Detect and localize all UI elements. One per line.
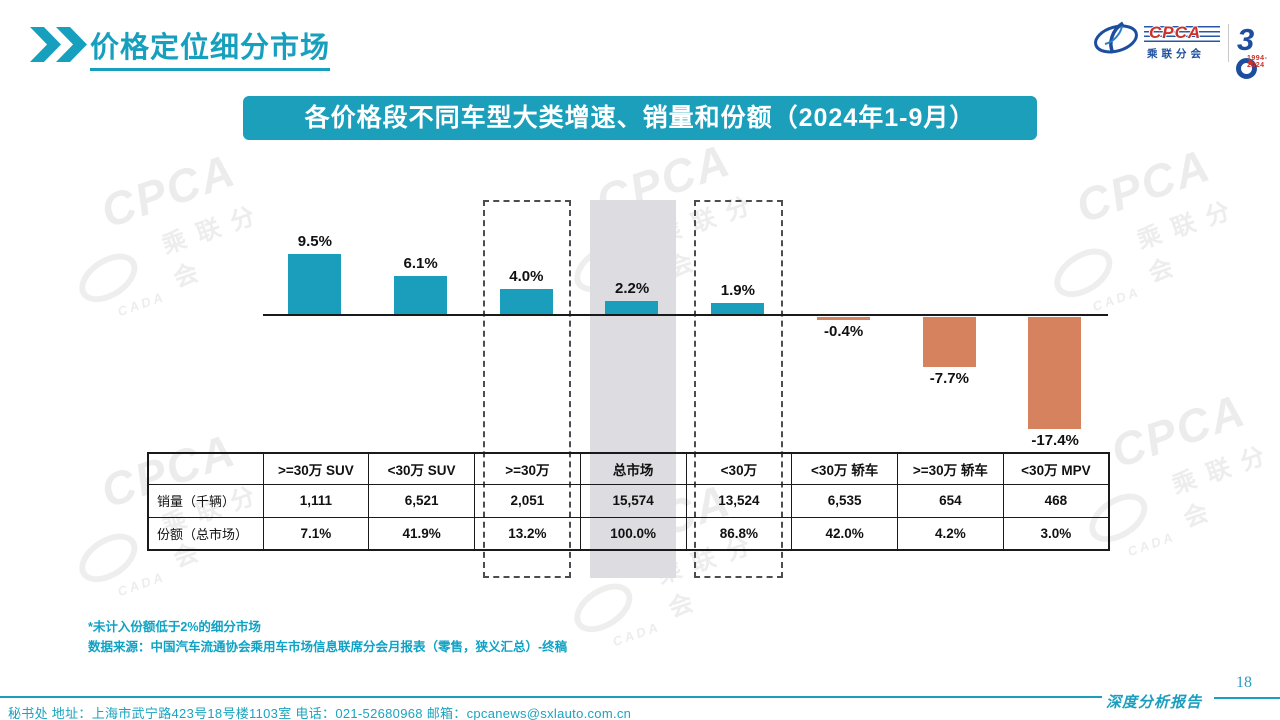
cpca-emblem-icon: [1094, 21, 1138, 54]
bar-value-label: 9.5%: [297, 232, 332, 250]
table-cell: 42.0%: [791, 516, 898, 551]
chart-slot-1: 6.1%: [368, 200, 474, 578]
footer-divider: [1214, 697, 1280, 699]
chart-slot-6: -7.7%: [897, 200, 1003, 578]
chart-slot-7: -17.4%: [1002, 200, 1108, 578]
table-cell: 13.2%: [474, 516, 581, 551]
bar-<30万: [711, 302, 764, 315]
table-corner-cell: [147, 452, 264, 485]
bar->=30万 轿车: [922, 317, 976, 367]
footer-divider: [0, 696, 1102, 698]
logo-cpca-text: CPCA: [1149, 23, 1202, 42]
bar-value-label: -17.4%: [1031, 432, 1079, 450]
watermark-text: CPCA: [1104, 383, 1253, 478]
table-cell: 6,535: [791, 483, 898, 518]
anniversary-digit: 3: [1237, 22, 1255, 57]
bar-value-label: -7.7%: [929, 369, 969, 387]
anniversary-ring-icon: [1236, 58, 1257, 79]
table-cell: 3.0%: [1002, 516, 1110, 551]
anniversary-30-logo: 3 1994-2024: [1236, 22, 1272, 90]
watermark-text: CADA: [610, 618, 663, 650]
table-header-cell: >=30万 SUV: [262, 452, 370, 485]
table-cell: 7.1%: [262, 516, 370, 551]
chart-slot-0: 9.5%: [262, 200, 368, 578]
bar-<30万 MPV: [1028, 317, 1082, 430]
table-cell: 13,524: [685, 483, 793, 518]
chart-slot-2: 4.0%: [474, 200, 580, 578]
table-row: 销量（千辆） 1,111 6,521 2,051 15,574 13,524 6,535 65…: [147, 483, 1110, 518]
report-label: 深度分析报告: [1106, 695, 1203, 711]
chart-zero-axis: [263, 314, 1108, 316]
table-cell: 100.0%: [579, 516, 687, 551]
highlight-dashed-box: [482, 200, 572, 578]
table-header-cell: <30万: [685, 452, 793, 485]
table-header-cell: >=30万: [474, 452, 581, 485]
bar->=30万: [499, 289, 553, 315]
logo-stripes: [1144, 26, 1220, 43]
watermark-oval: [70, 523, 147, 593]
watermark-text: CADA: [1125, 528, 1178, 560]
watermark-text: CADA: [115, 288, 168, 320]
watermark-oval: [70, 243, 147, 313]
bar-value-label: 1.9%: [720, 281, 755, 299]
table-row: 份额（总市场） 7.1% 41.9% 13.2% 100.0% 86.8% 42.0% 4.2…: [147, 516, 1110, 551]
watermark-oval: [565, 573, 642, 643]
table-cell: 41.9%: [368, 516, 475, 551]
watermark-text: 乘联分会: [1133, 193, 1245, 288]
table-header-cell: 总市场: [579, 452, 687, 485]
table-cell: 2,051: [474, 483, 581, 518]
bar-总市场: [605, 300, 659, 315]
page-number: 18: [1236, 674, 1252, 691]
table-row-label: 销量（千辆）: [147, 483, 264, 518]
bar-<30万 SUV: [393, 275, 447, 315]
table-header-cell: >=30万 轿车: [897, 452, 1004, 485]
page-title: 价格定位细分市场: [90, 24, 331, 71]
table-cell: 15,574: [579, 483, 687, 518]
anniversary-years: 1994-2024: [1247, 55, 1268, 69]
table-header-cell: <30万 轿车: [791, 452, 898, 485]
watermark-text: CPCA: [94, 143, 243, 238]
table-header-cell: <30万 MPV: [1002, 452, 1110, 485]
data-source-note: 数据来源：中国汽车流通协会乘用车市场信息联席分会月报表（零售，狭义汇总）-终稿: [88, 640, 568, 654]
bar->=30万 SUV: [288, 253, 341, 315]
table-cell: 468: [1002, 483, 1110, 518]
watermark-text: CADA: [115, 568, 168, 600]
cpca-logo: CPCA 乘联分会 3 1994-2024: [1092, 20, 1272, 79]
bar-value-label: -0.4%: [824, 322, 864, 340]
footnote: *未计入份额低于2%的细分市场: [88, 620, 261, 634]
footer-contact: 秘书处 地址：上海市武宁路423号18号楼1103室 电话：021-526809…: [8, 706, 632, 720]
logo-separator: [1228, 24, 1229, 62]
chart-title-banner: 各价格段不同车型大类增速、销量和份额（2024年1-9月）: [243, 96, 1037, 140]
table-row-label: 份额（总市场）: [147, 516, 264, 551]
table-cell: 654: [897, 483, 1004, 518]
table-cell: 4.2%: [897, 516, 1004, 551]
table-cell: 86.8%: [685, 516, 793, 551]
chart-slot-5: -0.4%: [791, 200, 897, 578]
logo-subtitle: 乘联分会: [1147, 48, 1205, 60]
table-header-cell: <30万 SUV: [368, 452, 475, 485]
chart-slot-4: 1.9%: [685, 200, 791, 578]
bar-<30万 轿车: [816, 317, 870, 320]
anniversary-tick: [1248, 60, 1253, 65]
bar-value-label: 6.1%: [403, 254, 438, 272]
highlight-dashed-box: [694, 200, 783, 578]
bar-value-label: 4.0%: [509, 268, 544, 286]
data-table: >=30万 SUV <30万 SUV >=30万 总市场 <30万 <30万 轿车 >=30…: [147, 452, 1110, 551]
watermark-text: 乘联分会: [1168, 438, 1280, 533]
table-header-row: >=30万 SUV <30万 SUV >=30万 总市场 <30万 <30万 轿车 >=30…: [147, 452, 1110, 485]
bar-value-label: 2.2%: [615, 279, 650, 297]
table-cell: 1,111: [262, 483, 370, 518]
table-cell: 6,521: [368, 483, 475, 518]
chevron-icon: [30, 27, 61, 62]
